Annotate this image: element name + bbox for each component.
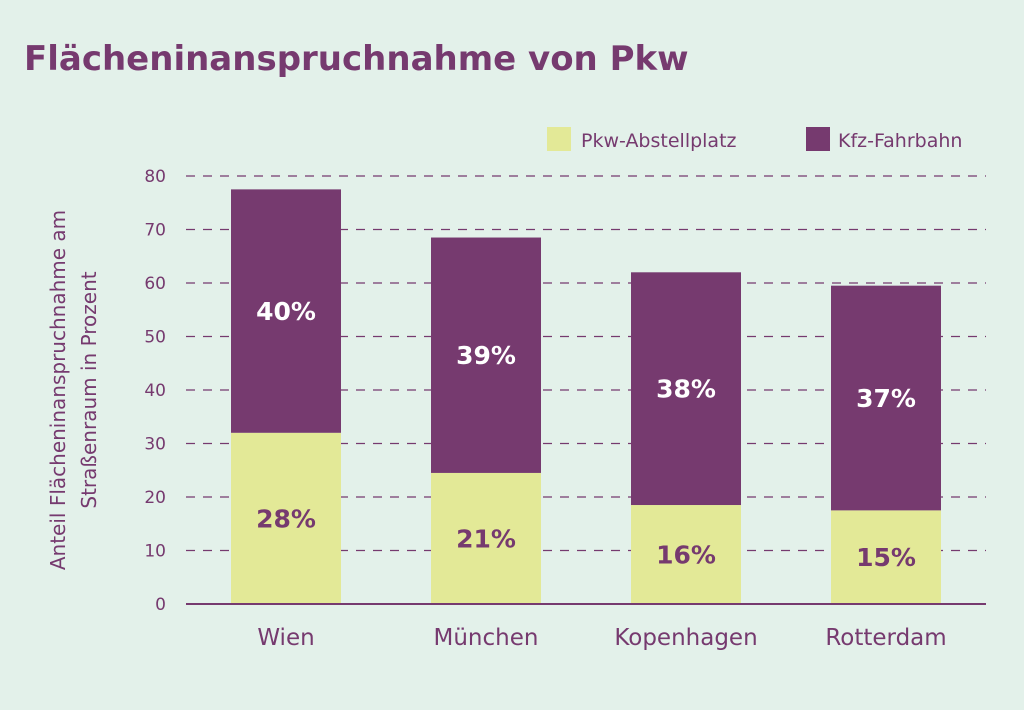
y-tick-label-20: 20	[144, 488, 166, 508]
x-tick-label-kopenhagen: Kopenhagen	[614, 625, 757, 651]
x-tick-label-wien: Wien	[257, 625, 314, 651]
data-label-kopenhagen-kfz-fahrbahn: 38%	[656, 375, 716, 404]
bar-kopenhagen-kfz-fahrbahn	[631, 272, 741, 506]
y-axis-ticks: 0 10 20 30 40 50 60 70 80	[144, 167, 166, 615]
y-tick-label-30: 30	[144, 435, 166, 455]
y-tick-label-70: 70	[144, 221, 166, 241]
y-tick-label-50: 50	[144, 328, 166, 348]
y-axis-label-line-1: Anteil Flächeninanspruchnahme am	[46, 210, 70, 570]
legend-label-pkw-abstellplatz: Pkw-Abstellplatz	[581, 130, 737, 152]
x-tick-label-muenchen: München	[434, 625, 539, 651]
y-axis-label: Anteil Flächeninanspruchnahme am Straßen…	[46, 210, 101, 570]
y-tick-label-10: 10	[144, 542, 166, 562]
y-tick-label-80: 80	[144, 167, 166, 187]
data-label-muenchen-kfz-fahrbahn: 39%	[456, 341, 516, 370]
y-axis-label-line-2: Straßenraum in Prozent	[77, 271, 101, 508]
bar-muenchen-pkw-abstellplatz	[431, 472, 541, 604]
y-tick-label-0: 0	[155, 595, 166, 615]
x-axis-ticks: Wien München Kopenhagen Rotterdam	[257, 625, 946, 651]
bar-wien-pkw-abstellplatz	[231, 432, 341, 604]
data-label-rotterdam-pkw-abstellplatz: 15%	[856, 543, 916, 572]
bar-wien-kfz-fahrbahn	[231, 189, 341, 433]
data-label-rotterdam-kfz-fahrbahn: 37%	[856, 384, 916, 413]
legend-swatch-kfz-fahrbahn	[806, 127, 830, 151]
y-tick-label-60: 60	[144, 274, 166, 294]
data-label-wien-pkw-abstellplatz: 28%	[256, 504, 316, 533]
data-label-kopenhagen-pkw-abstellplatz: 16%	[656, 541, 716, 570]
chart-title: Flächeninanspruchnahme von Pkw	[24, 39, 689, 79]
bar-kopenhagen-pkw-abstellplatz	[631, 505, 741, 604]
legend-swatch-pkw-abstellplatz	[547, 127, 571, 151]
legend: Pkw-Abstellplatz Kfz-Fahrbahn	[547, 127, 962, 152]
x-tick-label-rotterdam: Rotterdam	[825, 625, 946, 651]
bar-rotterdam-pkw-abstellplatz	[831, 510, 941, 604]
y-tick-label-40: 40	[144, 381, 166, 401]
legend-label-kfz-fahrbahn: Kfz-Fahrbahn	[838, 130, 962, 152]
data-label-muenchen-pkw-abstellplatz: 21%	[456, 524, 516, 553]
bar-rotterdam-kfz-fahrbahn	[831, 285, 941, 511]
bar-muenchen-kfz-fahrbahn	[431, 237, 541, 473]
bars: 28% 40% 21% 39% 16% 38% 15% 37%	[231, 189, 941, 604]
data-label-wien-kfz-fahrbahn: 40%	[256, 297, 316, 326]
